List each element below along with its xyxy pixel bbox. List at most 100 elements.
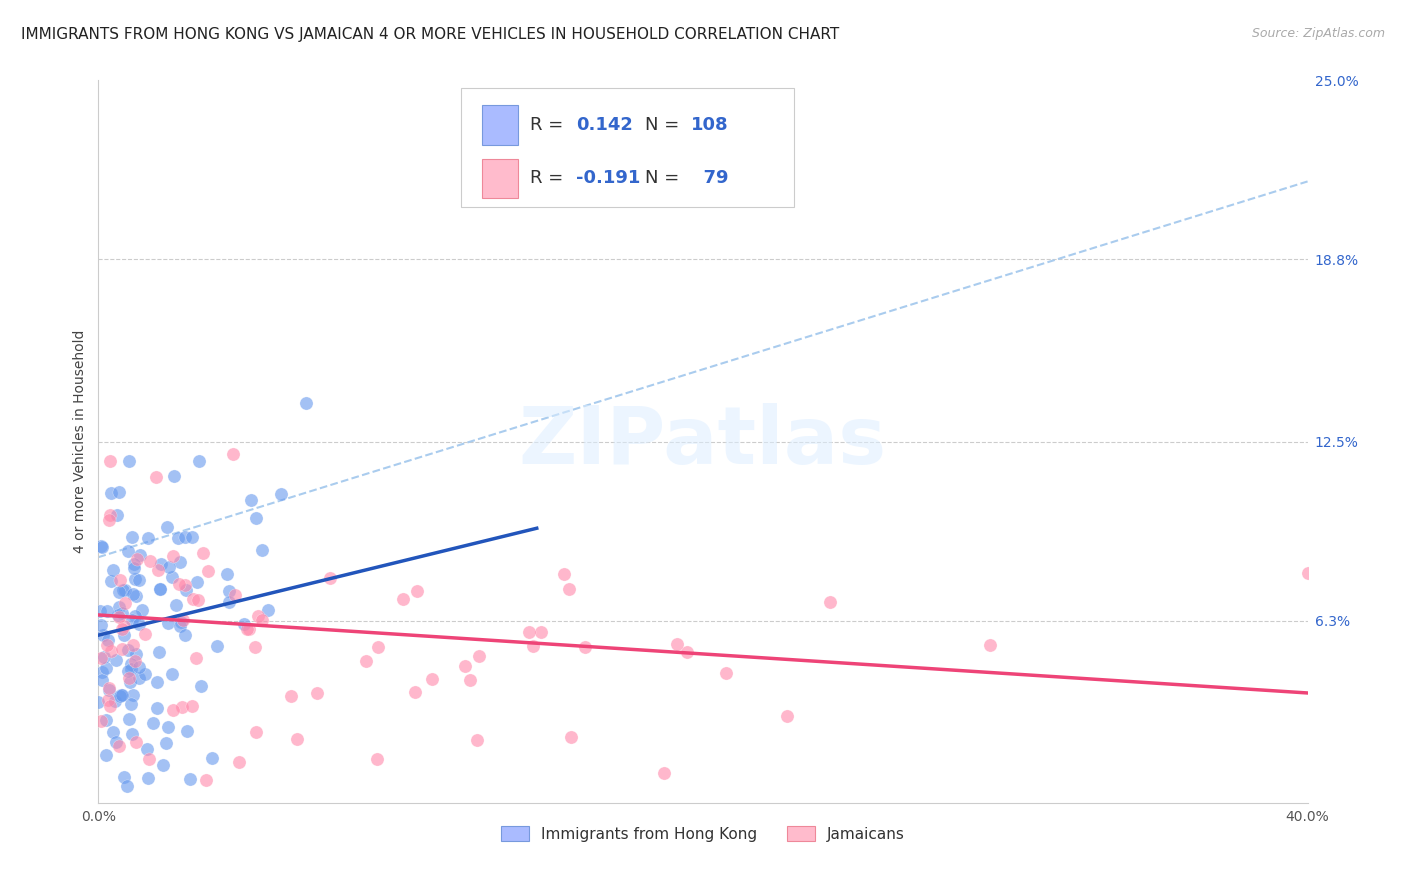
Point: [156, 720, 179, 734]
Point: [146, 674, 169, 689]
Point: [270, 487, 292, 501]
Point: [187, 453, 209, 467]
Point: [165, 598, 187, 612]
Point: [1296, 566, 1319, 580]
Point: [121, 689, 143, 703]
Point: [183, 591, 205, 606]
Legend: Immigrants from Hong Kong, Jamaicans: Immigrants from Hong Kong, Jamaicans: [494, 819, 912, 849]
Point: [146, 563, 169, 577]
Point: [128, 671, 150, 685]
Point: [172, 699, 194, 714]
Point: [558, 582, 581, 597]
Point: [666, 637, 689, 651]
Point: [169, 555, 191, 569]
Point: [97, 633, 120, 648]
Point: [553, 567, 575, 582]
Point: [187, 593, 209, 607]
Point: [98, 683, 121, 698]
Point: [156, 519, 179, 533]
Point: [818, 595, 841, 609]
Point: [318, 571, 340, 585]
Point: [118, 675, 141, 690]
Point: [118, 454, 141, 468]
Point: [124, 572, 146, 586]
Point: [108, 600, 131, 615]
Point: [163, 468, 186, 483]
Point: [239, 493, 262, 508]
Point: [107, 484, 129, 499]
Point: [122, 586, 145, 600]
Point: [89, 604, 111, 618]
Point: [160, 570, 183, 584]
Point: [96, 604, 118, 618]
Point: [245, 511, 267, 525]
Point: [122, 557, 145, 571]
Point: [136, 742, 159, 756]
Point: [117, 664, 139, 678]
Point: [93, 649, 115, 664]
Point: [138, 531, 160, 545]
Point: [100, 574, 122, 588]
Point: [120, 657, 142, 672]
Point: [366, 752, 388, 766]
FancyBboxPatch shape: [482, 159, 517, 198]
Point: [98, 454, 121, 468]
Point: [145, 701, 167, 715]
Point: [90, 539, 112, 553]
Point: [714, 665, 737, 680]
Point: [120, 697, 142, 711]
Point: [162, 549, 184, 564]
Text: Source: ZipAtlas.com: Source: ZipAtlas.com: [1251, 27, 1385, 40]
Point: [250, 543, 273, 558]
Point: [108, 610, 131, 624]
Point: [105, 653, 128, 667]
Point: [174, 628, 197, 642]
Point: [152, 757, 174, 772]
Point: [114, 596, 136, 610]
Point: [121, 530, 143, 544]
Point: [252, 613, 274, 627]
Point: [145, 469, 167, 483]
Text: IMMIGRANTS FROM HONG KONG VS JAMAICAN 4 OR MORE VEHICLES IN HOUSEHOLD CORRELATIO: IMMIGRANTS FROM HONG KONG VS JAMAICAN 4 …: [21, 27, 839, 42]
Point: [170, 615, 193, 629]
Point: [468, 649, 491, 664]
Point: [121, 613, 143, 627]
Point: [134, 667, 156, 681]
Point: [105, 735, 128, 749]
Point: [107, 739, 129, 753]
Point: [174, 530, 197, 544]
Point: [149, 557, 172, 571]
Point: [218, 584, 240, 599]
Point: [148, 645, 170, 659]
Point: [979, 638, 1001, 652]
Point: [100, 643, 122, 657]
Point: [574, 640, 596, 655]
Point: [90, 714, 112, 729]
Point: [114, 582, 136, 597]
Point: [108, 573, 131, 587]
Point: [131, 603, 153, 617]
Point: [458, 673, 481, 687]
Point: [91, 628, 114, 642]
Point: [172, 613, 194, 627]
Point: [162, 703, 184, 717]
Point: [195, 772, 218, 787]
Point: [405, 584, 427, 599]
Point: [91, 665, 114, 680]
Point: [108, 689, 131, 703]
Point: [392, 591, 415, 606]
Point: [98, 508, 121, 523]
Point: [101, 563, 124, 577]
Point: [157, 559, 180, 574]
Point: [174, 578, 197, 592]
Point: [125, 589, 148, 603]
Point: [125, 552, 148, 566]
Point: [107, 607, 129, 622]
Point: [179, 772, 201, 787]
Point: [167, 531, 190, 545]
Point: [256, 603, 278, 617]
Point: [118, 671, 141, 685]
Point: [96, 638, 118, 652]
Point: [112, 628, 135, 642]
Point: [136, 771, 159, 785]
